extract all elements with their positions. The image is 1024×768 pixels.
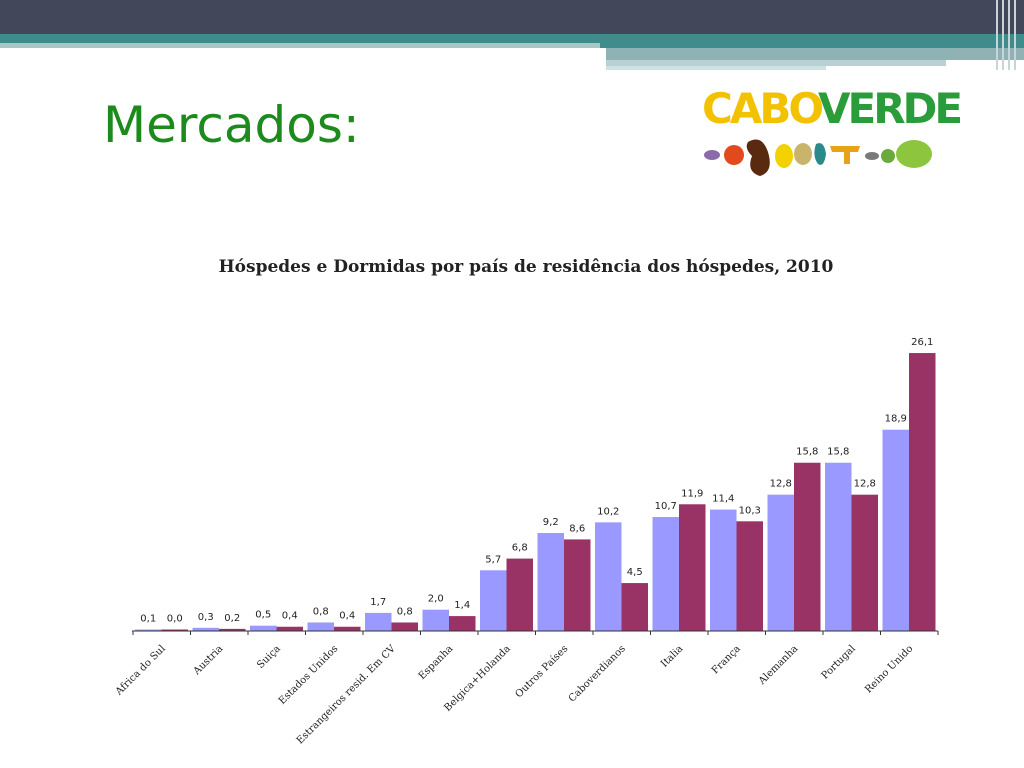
data-label: 15,8 [827,447,849,458]
data-label: 26,1 [911,337,933,348]
data-label: 0,4 [282,611,298,622]
header-accent-bar [606,66,826,70]
bar [736,521,763,631]
logo-word-verde: VERDE [818,84,963,133]
bar [250,625,277,631]
bar [506,558,533,631]
data-label: 10,3 [739,505,761,516]
data-label: 11,9 [681,488,703,499]
bar [767,494,794,631]
category-label: Africa do Sul [113,643,168,698]
category-label: Estrangeiros resid. Em CV [295,643,399,747]
data-label: 2,0 [428,594,444,605]
data-label: 6,8 [512,543,528,554]
bar [334,626,361,631]
data-label: 18,9 [885,414,907,425]
bar [135,629,162,631]
category-label: Outros Países [514,643,571,700]
data-label: 4,5 [627,567,643,578]
bar [219,628,246,631]
header-bar-light [0,43,600,48]
bar [391,622,418,631]
data-label: 10,7 [655,501,677,512]
bar [794,462,821,631]
data-label: 0,2 [224,613,240,624]
bar [192,627,219,631]
bar [161,629,188,631]
bar [365,612,392,631]
category-label: Belgica+Holanda [442,643,513,714]
data-label: 10,2 [597,506,619,517]
bar [621,583,648,631]
bar [679,504,706,631]
bar [276,626,303,631]
category-label: Suiça [255,643,283,671]
bar [851,494,878,631]
data-label: 0,3 [198,612,214,623]
data-label: 0,1 [140,614,156,625]
slide-title: Mercados: [103,96,360,154]
header-accent-bar [606,60,946,66]
chart-title: Hóspedes e Dormidas por país de residênc… [218,257,834,277]
bar [652,517,679,631]
header-edge-lines [994,0,1024,70]
bar [307,622,334,631]
bar [710,509,737,631]
header-accent-bar [606,48,1024,60]
bar [449,616,476,631]
data-label: 0,5 [255,610,271,621]
bar [909,353,936,631]
data-label: 12,8 [854,479,876,490]
bar [480,570,507,631]
category-label: Estados Unidos [277,643,340,706]
logo-stones-graphic [704,139,932,176]
bar [564,539,591,631]
bar [882,429,909,631]
data-label: 11,4 [712,494,734,505]
data-label: 1,7 [370,597,386,608]
bar [595,522,622,631]
data-label: 0,8 [313,606,329,617]
data-label: 8,6 [569,523,585,534]
category-label: Caboverdianos [567,643,628,704]
data-label: 1,4 [454,600,470,611]
data-label: 5,7 [485,554,501,565]
category-label: Austria [191,643,226,678]
logo-word-cabo: CABO [702,84,824,133]
category-label: Alemanha [756,643,800,687]
category-label: Reino Unido [863,643,915,695]
header-bar-dark [0,0,1024,34]
cabo-verde-logo: CABO VERDE [700,84,963,184]
bar [422,609,449,631]
data-label: 15,8 [796,447,818,458]
data-label: 12,8 [770,479,792,490]
bar [825,462,852,631]
data-label: 0,8 [397,606,413,617]
data-label: 0,0 [167,614,183,625]
category-label: Espanha [417,643,456,682]
category-label: Italia [659,643,685,669]
category-label: Portugal [820,643,858,681]
data-label: 0,4 [339,611,355,622]
bar [537,533,564,631]
data-label: 9,2 [543,517,559,528]
category-label: França [710,643,743,676]
